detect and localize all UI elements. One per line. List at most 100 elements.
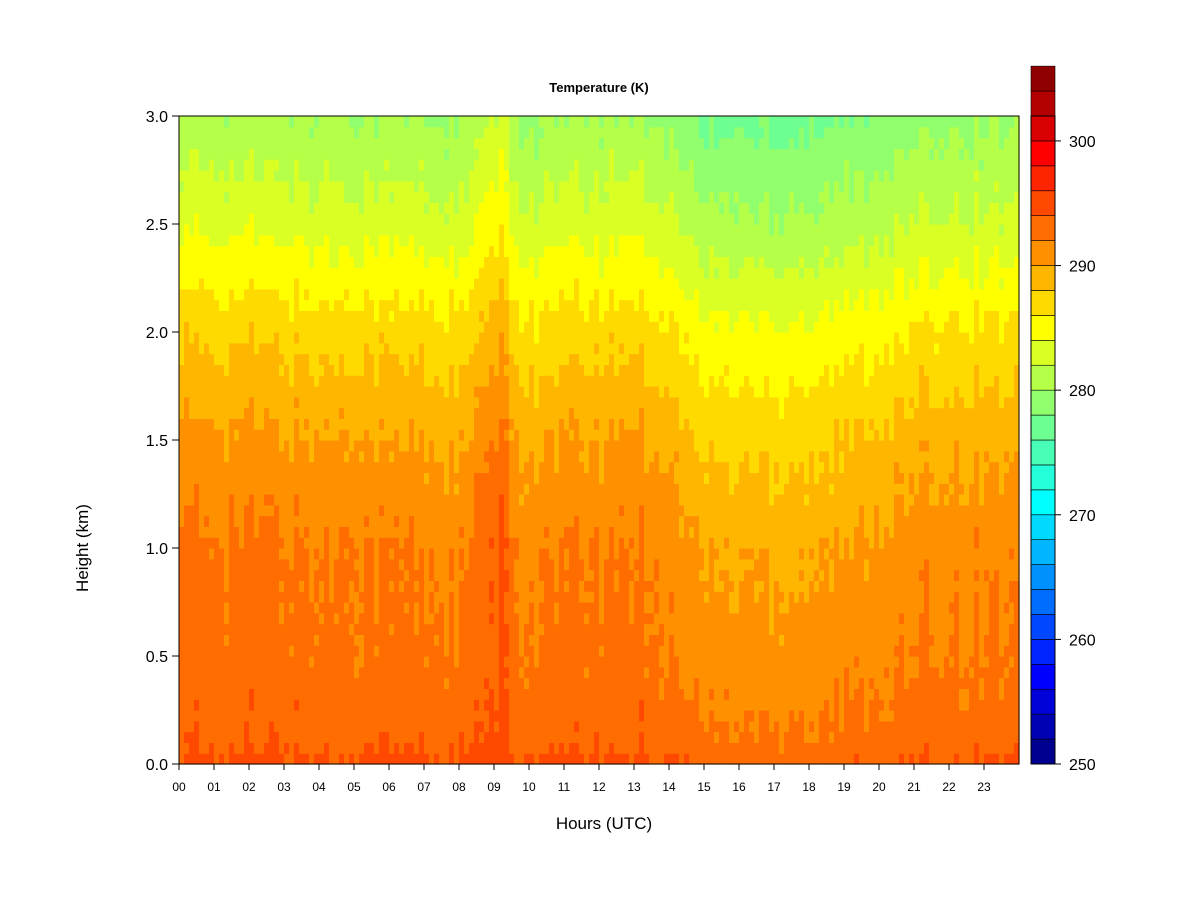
- heatmap-cell: [279, 623, 285, 635]
- heatmap-cell: [419, 418, 425, 430]
- heatmap-cell: [439, 580, 445, 592]
- heatmap-cell: [564, 656, 570, 668]
- heatmap-cell: [279, 418, 285, 430]
- heatmap-cell: [504, 461, 510, 473]
- heatmap-cell: [514, 720, 520, 733]
- heatmap-cell: [364, 558, 370, 571]
- heatmap-cell: [219, 364, 225, 376]
- heatmap-cell: [294, 256, 300, 268]
- heatmap-cell: [479, 126, 485, 139]
- heatmap-cell: [544, 472, 550, 484]
- heatmap-cell: [489, 429, 495, 441]
- heatmap-cell: [224, 191, 230, 203]
- heatmap-cell: [434, 429, 440, 441]
- heatmap-cell: [459, 720, 465, 733]
- heatmap-cell: [539, 472, 545, 484]
- heatmap-cell: [234, 170, 240, 182]
- heatmap-cell: [534, 213, 540, 225]
- heatmap-cell: [529, 656, 535, 668]
- heatmap-cell: [254, 418, 260, 430]
- heatmap-cell: [249, 634, 255, 646]
- heatmap-cell: [424, 137, 430, 149]
- heatmap-cell: [439, 245, 445, 257]
- heatmap-cell: [284, 515, 290, 527]
- heatmap-cell: [294, 623, 300, 635]
- heatmap-cell: [499, 720, 505, 733]
- heatmap-cell: [199, 602, 205, 614]
- heatmap-cell: [289, 548, 295, 560]
- heatmap-cell: [224, 407, 230, 419]
- heatmap-cell: [384, 645, 390, 657]
- heatmap-cell: [489, 126, 495, 139]
- heatmap-cell: [224, 472, 230, 484]
- heatmap-cell: [459, 126, 465, 139]
- heatmap-cell: [389, 634, 395, 646]
- heatmap-cell: [219, 450, 225, 463]
- heatmap-cell: [274, 580, 280, 592]
- heatmap-cell: [229, 159, 235, 171]
- heatmap-cell: [264, 526, 270, 538]
- heatmap-cell: [299, 310, 305, 322]
- heatmap-cell: [474, 623, 480, 635]
- heatmap-cell: [579, 288, 585, 301]
- heatmap-cell: [539, 224, 545, 236]
- heatmap-cell: [414, 569, 420, 581]
- heatmap-cell: [349, 591, 355, 603]
- heatmap-cell: [504, 537, 510, 549]
- heatmap-cell: [374, 256, 380, 268]
- heatmap-cell: [209, 159, 215, 171]
- heatmap-cell: [454, 170, 460, 182]
- heatmap-cell: [189, 299, 195, 311]
- heatmap-cell: [584, 569, 590, 581]
- heatmap-cell: [324, 126, 330, 139]
- heatmap-cell: [564, 159, 570, 171]
- heatmap-cell: [589, 753, 595, 765]
- heatmap-cell: [259, 126, 265, 139]
- heatmap-cell: [409, 256, 415, 268]
- heatmap-cell: [584, 731, 590, 743]
- heatmap-cell: [204, 720, 210, 733]
- heatmap-cell: [444, 396, 450, 409]
- heatmap-cell: [229, 504, 235, 517]
- heatmap-cell: [509, 407, 515, 419]
- heatmap-cell: [384, 731, 390, 743]
- heatmap-cell: [249, 731, 255, 743]
- heatmap-cell: [199, 191, 205, 203]
- heatmap-cell: [489, 202, 495, 214]
- heatmap-cell: [254, 677, 260, 689]
- heatmap-cell: [369, 310, 375, 322]
- heatmap-cell: [424, 386, 430, 398]
- heatmap-cell: [214, 591, 220, 603]
- heatmap-cell: [309, 483, 315, 495]
- heatmap-cell: [289, 288, 295, 301]
- heatmap-cell: [394, 375, 400, 387]
- heatmap-cell: [244, 656, 250, 668]
- heatmap-cell: [594, 742, 600, 754]
- heatmap-cell: [254, 407, 260, 419]
- heatmap-cell: [234, 342, 240, 355]
- heatmap-cell: [269, 742, 275, 754]
- heatmap-cell: [399, 137, 405, 149]
- heatmap-cell: [359, 364, 365, 376]
- heatmap-cell: [229, 548, 235, 560]
- heatmap-cell: [244, 461, 250, 473]
- heatmap-cell: [449, 353, 455, 365]
- heatmap-cell: [494, 353, 500, 365]
- heatmap-cell: [334, 353, 340, 365]
- heatmap-cell: [329, 429, 335, 441]
- heatmap-cell: [204, 612, 210, 625]
- heatmap-cell: [504, 699, 510, 711]
- heatmap-cell: [399, 731, 405, 743]
- heatmap-cell: [224, 202, 230, 214]
- heatmap-cell: [529, 191, 535, 203]
- heatmap-cell: [559, 634, 565, 646]
- heatmap-cell: [589, 116, 595, 128]
- heatmap-cell: [264, 504, 270, 517]
- heatmap-cell: [314, 148, 320, 160]
- heatmap-cell: [589, 612, 595, 625]
- heatmap-cell: [249, 753, 255, 765]
- heatmap-cell: [464, 450, 470, 463]
- heatmap-cell: [519, 450, 525, 463]
- heatmap-cell: [244, 224, 250, 236]
- heatmap-cell: [489, 569, 495, 581]
